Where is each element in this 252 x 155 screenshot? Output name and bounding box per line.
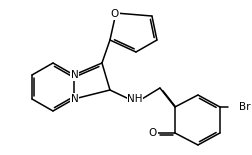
Text: N: N: [71, 94, 79, 104]
Text: O: O: [110, 9, 119, 19]
Text: NH: NH: [127, 94, 142, 104]
Text: Br: Br: [238, 102, 249, 112]
Text: O: O: [148, 128, 156, 138]
Text: N: N: [71, 70, 79, 80]
